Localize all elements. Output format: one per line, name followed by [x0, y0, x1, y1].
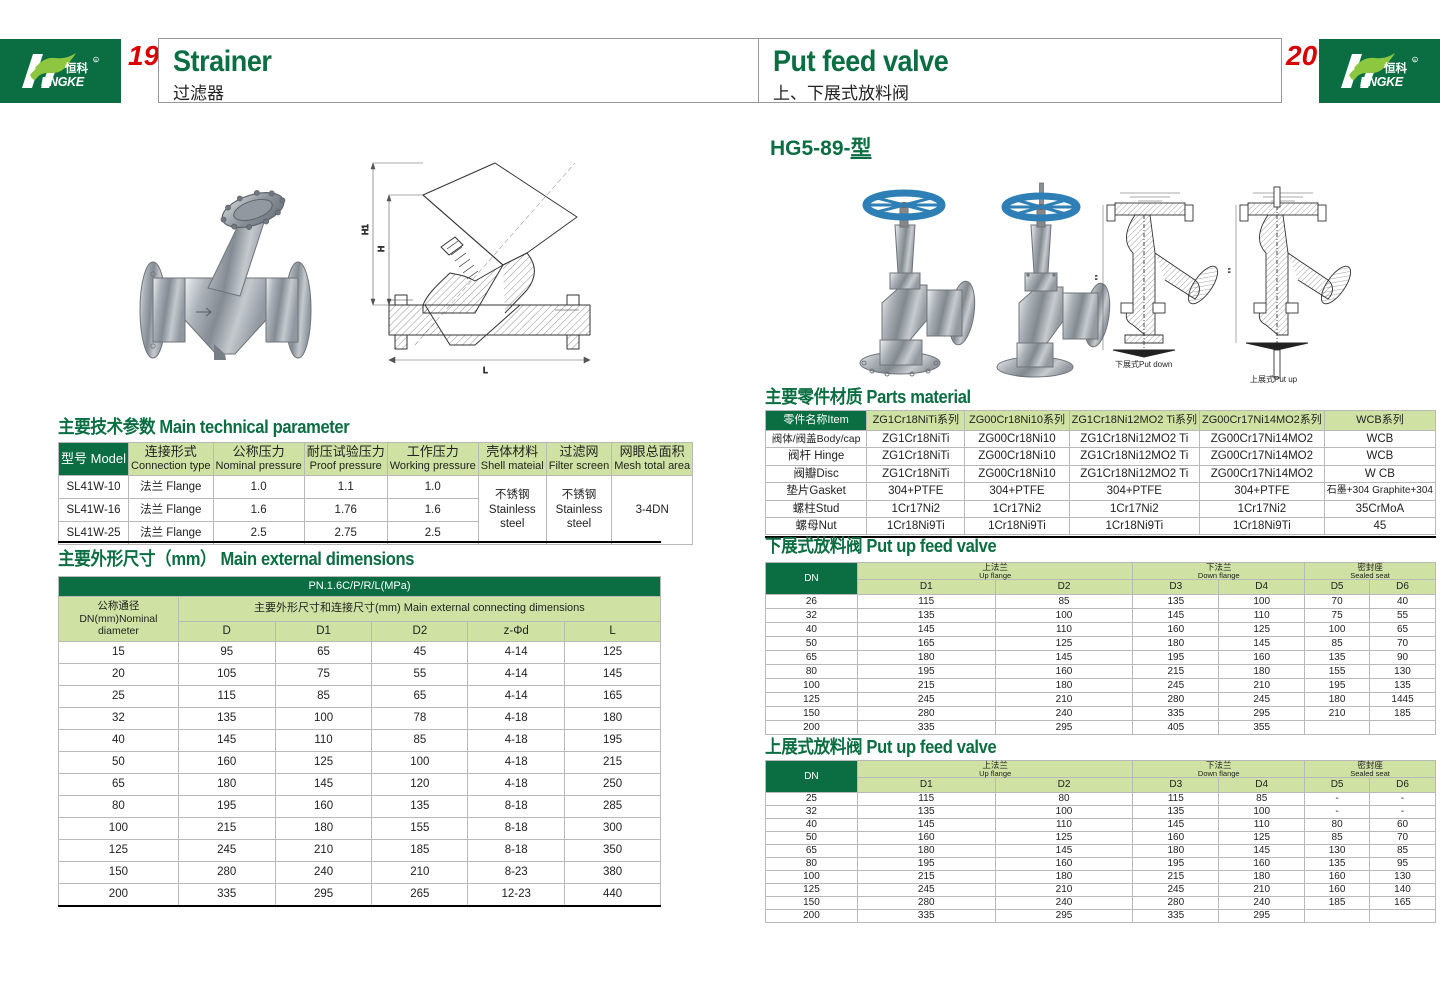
svg-text:恒科: 恒科: [1384, 61, 1407, 75]
svg-text:H1: H1: [360, 224, 370, 235]
svg-text:H: H: [376, 246, 386, 252]
svg-text:恒科: 恒科: [65, 61, 88, 75]
svg-text:L: L: [483, 365, 488, 375]
svg-text:H: H: [1228, 268, 1232, 273]
svg-text:ENGKE: ENGKE: [1360, 75, 1404, 89]
svg-text:下展式Put down: 下展式Put down: [1115, 359, 1172, 369]
svg-text:上展式Put up: 上展式Put up: [1250, 374, 1298, 384]
svg-text:ENGKE: ENGKE: [41, 75, 85, 89]
svg-text:H: H: [1095, 275, 1099, 280]
